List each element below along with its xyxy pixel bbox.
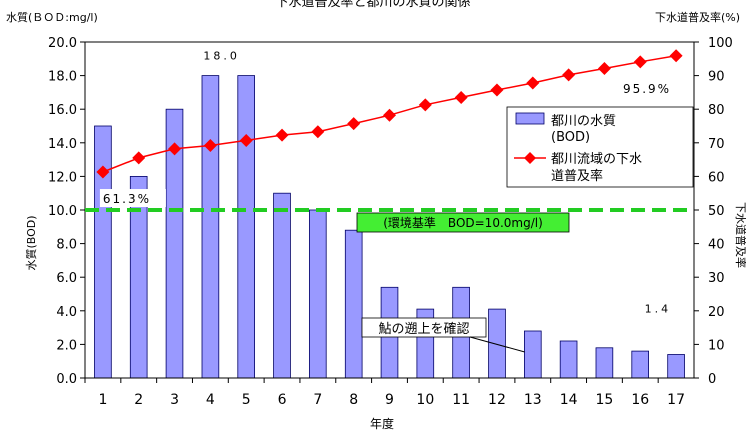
right-tick-label: 20 (708, 305, 725, 320)
left-tick-label: 8.0 (56, 238, 77, 253)
x-tick-label: 14 (560, 392, 578, 408)
line-point (669, 49, 683, 63)
x-tick-label: 12 (488, 392, 506, 408)
bar (344, 229, 363, 379)
x-tick-label: 4 (206, 392, 215, 408)
left-tick-label: 2.0 (56, 338, 77, 353)
right-tick-label: 10 (708, 338, 725, 353)
legend-swatch-marker (524, 152, 536, 164)
bar (595, 347, 614, 379)
right-tick-label: 100 (708, 36, 733, 51)
line-point (562, 68, 576, 82)
legend-swatch-bar (515, 112, 545, 125)
right-axis-title: 下水道普及率 (734, 202, 746, 268)
data-label: 18.0 (203, 50, 240, 63)
line-point (490, 83, 504, 97)
x-tick-label: 17 (667, 392, 685, 408)
bar (201, 75, 220, 379)
x-tick-label: 7 (313, 392, 322, 408)
left-tick-label: 12.0 (48, 170, 77, 185)
line-point (311, 125, 325, 139)
right-unit-label: 下水道普及率(%) (655, 10, 740, 24)
left-tick-label: 14.0 (48, 137, 77, 152)
line-point (168, 142, 182, 156)
line-point (96, 165, 110, 179)
left-tick-label: 4.0 (56, 305, 77, 320)
bar (237, 75, 256, 379)
line-point (239, 133, 253, 147)
data-label: 61.3% (103, 192, 151, 206)
line-point (203, 138, 217, 152)
right-tick-label: 70 (708, 137, 725, 152)
bar (308, 209, 327, 379)
callout-label: 鮎の遡上を確認 (378, 321, 469, 337)
right-tick-label: 30 (708, 271, 725, 286)
left-tick-label: 10.0 (48, 204, 77, 219)
legend-label-bar: (BOD) (551, 130, 590, 145)
reference-label: (環境基準 BOD=10.0mg/l) (383, 215, 543, 230)
x-tick-label: 11 (452, 392, 470, 408)
right-tick-label: 50 (708, 204, 725, 219)
callout-pointer (469, 336, 525, 353)
right-tick-label: 40 (708, 238, 725, 253)
bar (524, 330, 542, 379)
x-tick-label: 6 (278, 392, 287, 408)
chart-title: 下水道普及率と都川の水質の関係 (275, 0, 470, 10)
x-tick-label: 3 (170, 392, 179, 408)
line-point (633, 55, 647, 69)
line-point (418, 98, 432, 112)
legend-label-line: 都川流域の下水 (551, 152, 642, 167)
right-tick-label: 0 (708, 372, 716, 387)
legend-label-bar: 都川の水質 (551, 114, 616, 129)
bar (667, 354, 685, 379)
x-tick-label: 10 (416, 392, 434, 408)
line-point (597, 62, 611, 76)
data-label: 1.4 (645, 302, 672, 315)
line-point (383, 108, 396, 122)
x-tick-label: 9 (385, 392, 394, 408)
x-tick-label: 13 (524, 392, 542, 408)
left-tick-label: 6.0 (56, 271, 77, 286)
right-tick-label: 80 (708, 103, 725, 118)
line-point (275, 128, 289, 142)
bar (559, 340, 578, 379)
data-label: 95.9% (623, 82, 671, 96)
bar (631, 350, 649, 379)
reference-label-box (356, 212, 570, 233)
line-point (347, 117, 361, 131)
bar (94, 125, 112, 379)
left-tick-label: 18.0 (48, 70, 77, 85)
x-tick-label: 16 (631, 392, 649, 408)
line-point (132, 151, 146, 165)
left-tick-label: 16.0 (48, 103, 77, 118)
left-unit-label: 水質(ＢＯＤ:mg/l) (6, 10, 98, 24)
data-label-bg (99, 189, 166, 208)
bar (488, 308, 506, 379)
line-point (454, 90, 468, 104)
x-tick-label: 15 (596, 392, 614, 408)
bar (273, 192, 291, 379)
right-tick-label: 90 (708, 70, 725, 85)
x-axis-title: 年度 (370, 416, 394, 431)
left-tick-label: 20.0 (48, 36, 77, 51)
x-tick-label: 1 (98, 392, 107, 408)
x-tick-label: 2 (134, 392, 143, 408)
left-axis-title: 水質(BOD) (24, 215, 38, 270)
legend-label-line: 道普及率 (551, 168, 603, 184)
right-tick-label: 60 (708, 170, 725, 185)
callout-box (361, 317, 487, 338)
left-tick-label: 0.0 (56, 372, 77, 387)
x-tick-label: 5 (242, 392, 251, 408)
x-tick-label: 8 (349, 392, 358, 408)
line-point (526, 76, 540, 90)
